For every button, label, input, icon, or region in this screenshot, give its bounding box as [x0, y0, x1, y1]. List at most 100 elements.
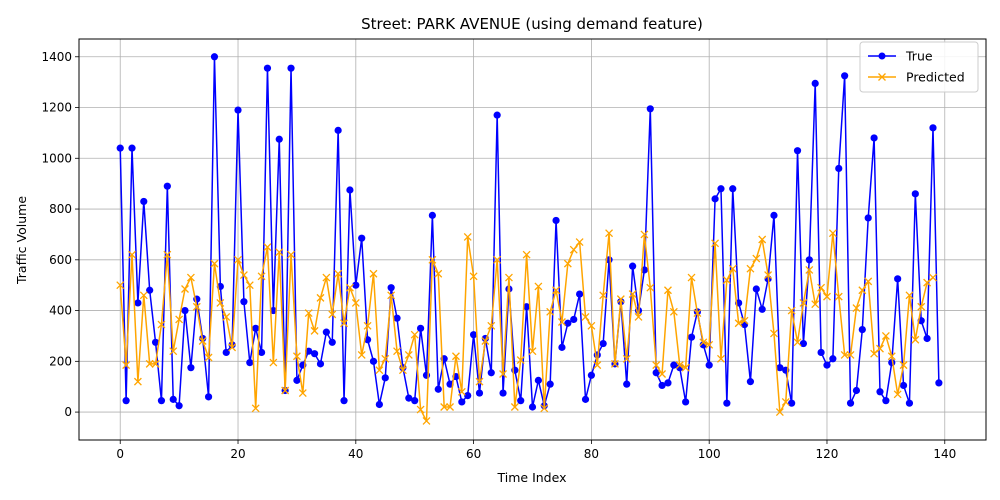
predicted-point: [876, 344, 884, 353]
predicted-point: [234, 255, 242, 264]
predicted-point: [369, 269, 378, 278]
predicted-point: [699, 338, 708, 347]
true-point: [876, 388, 884, 396]
predicted-point: [457, 387, 466, 396]
true-point: [151, 338, 160, 346]
true-point: [493, 111, 501, 119]
predicted-point: [181, 285, 189, 293]
true-point: [652, 369, 660, 377]
true-point: [175, 402, 183, 410]
legend-true-label: True: [905, 49, 933, 64]
x-tick-label: 120: [816, 447, 839, 461]
predicted-point: [834, 292, 843, 301]
predicted-point: [758, 235, 767, 244]
predicted-point: [375, 366, 384, 375]
predicted-point: [610, 359, 619, 368]
x-tick-label: 20: [230, 447, 245, 461]
predicted-point: [905, 291, 914, 300]
predicted-point: [793, 338, 802, 347]
predicted-point: [664, 286, 672, 295]
predicted-point: [216, 298, 225, 307]
predicted-point: [911, 335, 920, 344]
predicted-point: [122, 361, 131, 370]
true-point: [169, 395, 177, 403]
true-point: [858, 326, 866, 334]
predicted-point: [764, 271, 773, 279]
predicted-point: [540, 404, 549, 413]
predicted-point: [499, 370, 508, 378]
predicted-point: [298, 389, 307, 398]
true-point: [222, 348, 230, 357]
predicted-point: [893, 390, 902, 399]
predicted-point: [345, 283, 354, 292]
true-point: [499, 389, 507, 397]
y-tick-label: 600: [49, 253, 72, 267]
y-tick-label: 1400: [41, 50, 72, 64]
true-point: [646, 105, 654, 113]
predicted-point: [546, 307, 555, 316]
true-point: [116, 144, 124, 152]
true-point: [576, 290, 584, 298]
x-tick-label: 60: [466, 447, 481, 461]
predicted-point: [622, 354, 631, 363]
true-point: [517, 397, 525, 405]
true-point: [776, 364, 784, 372]
true-point: [905, 399, 914, 407]
true-point: [558, 343, 566, 351]
predicted-series: [116, 229, 937, 425]
true-point: [470, 331, 478, 339]
x-tick-label: 140: [933, 447, 956, 461]
true-point: [422, 371, 431, 379]
predicted-point: [711, 239, 720, 248]
predicted-point: [687, 273, 696, 282]
true-point: [252, 324, 260, 332]
true-point: [670, 361, 678, 369]
true-point: [664, 379, 672, 387]
true-point: [846, 399, 855, 407]
true-point: [599, 339, 607, 348]
true-point: [340, 397, 348, 405]
true-point: [346, 186, 354, 194]
predicted-point: [522, 250, 531, 259]
true-point: [899, 381, 908, 390]
true-point: [852, 386, 861, 395]
predicted-point: [410, 330, 419, 339]
predicted-point: [593, 361, 602, 370]
true-point: [935, 379, 943, 387]
y-axis-label: Traffic Volume: [14, 196, 29, 285]
true-point: [181, 306, 189, 315]
predicted-point: [334, 269, 343, 278]
predicted-point: [192, 302, 201, 311]
true-point: [811, 79, 819, 88]
true-point: [475, 389, 484, 397]
predicted-point: [705, 340, 714, 349]
predicted-point: [275, 248, 284, 257]
predicted-point: [734, 319, 743, 328]
predicted-point: [681, 363, 690, 372]
true-point: [369, 357, 378, 365]
predicted-point: [169, 347, 178, 356]
predicted-point: [404, 351, 413, 359]
true-point: [552, 216, 560, 225]
predicted-point: [852, 304, 861, 312]
true-point: [823, 361, 831, 369]
predicted-point: [446, 403, 455, 411]
predicted-point: [304, 309, 313, 318]
legend-predicted-marker: [878, 73, 886, 81]
true-point: [587, 371, 596, 379]
true-point: [752, 285, 760, 293]
true-point: [328, 338, 336, 346]
predicted-point: [605, 229, 614, 238]
true-point: [411, 397, 419, 405]
predicted-point: [245, 281, 254, 290]
predicted-point: [157, 320, 166, 329]
true-point: [387, 284, 395, 292]
predicted-point: [634, 312, 643, 321]
true-point: [564, 319, 572, 327]
legend-predicted-label: Predicted: [906, 70, 965, 85]
true-point: [257, 348, 266, 357]
true-point: [870, 134, 878, 142]
y-tick-label: 800: [49, 202, 72, 216]
predicted-point: [493, 255, 502, 264]
